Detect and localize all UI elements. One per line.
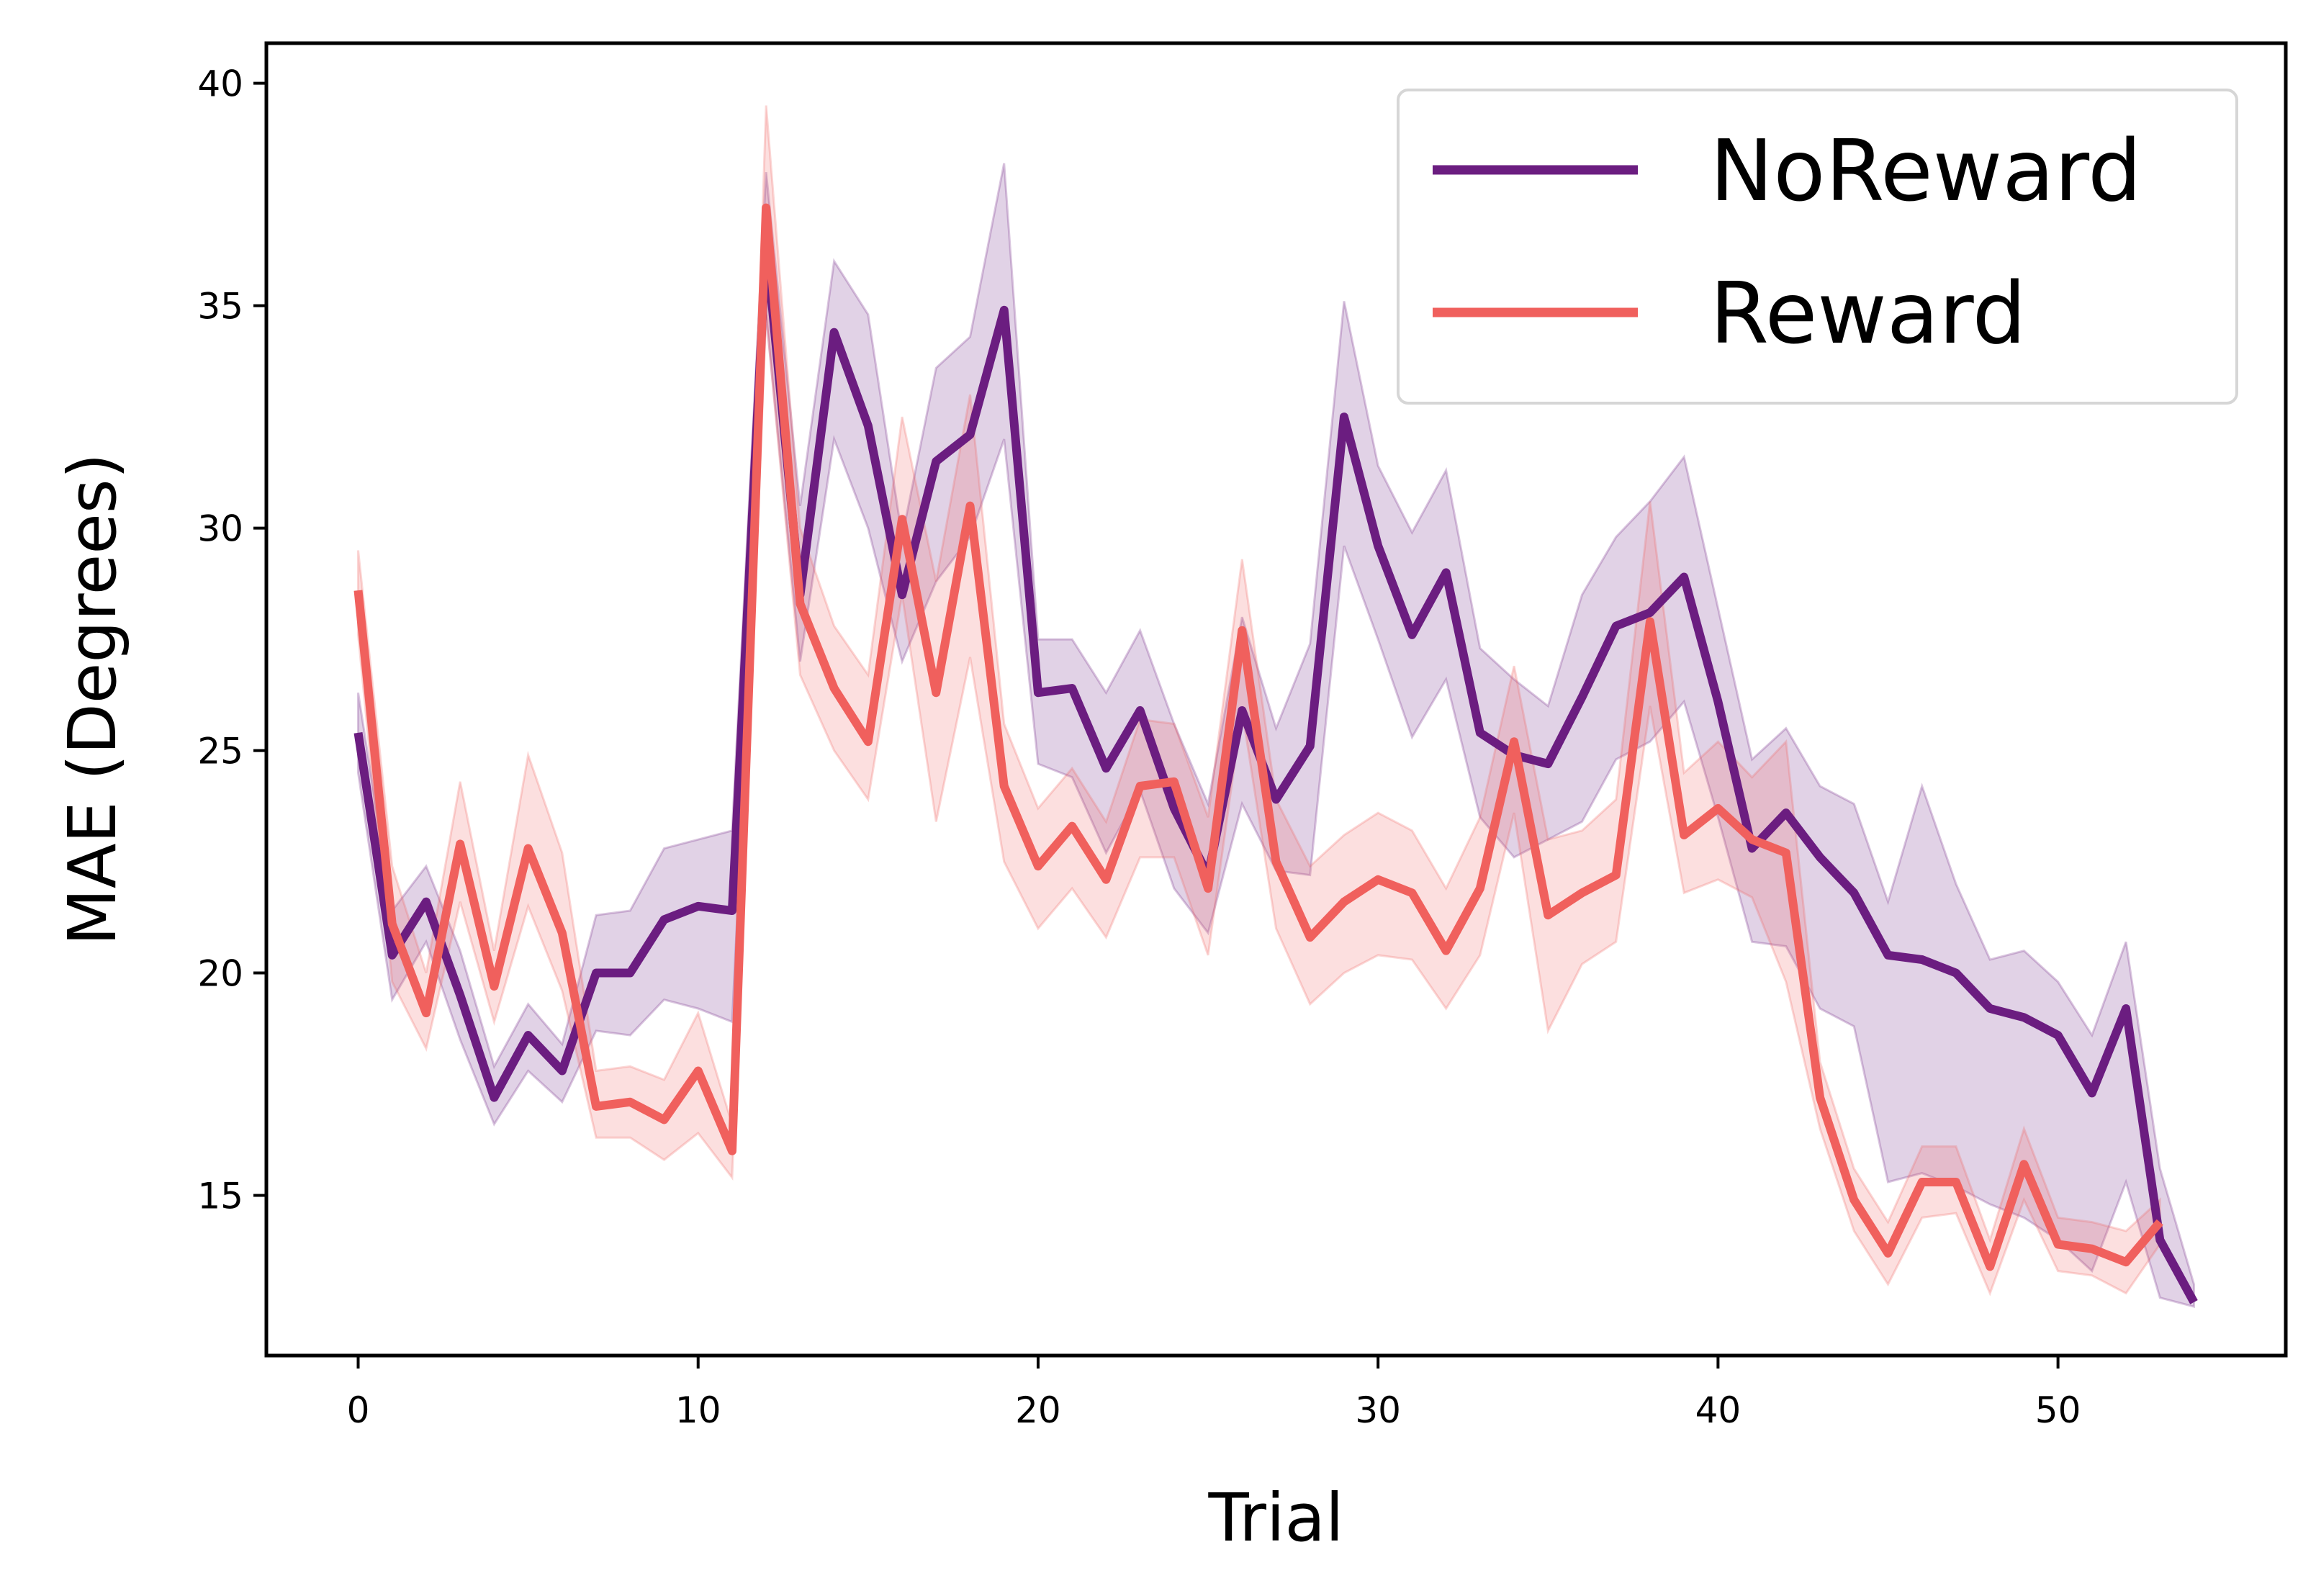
line-reward xyxy=(353,203,2163,1271)
x-tick-label: 10 xyxy=(675,1389,721,1431)
x-tick-label: 40 xyxy=(1695,1389,1741,1431)
legend-label-noreward: NoReward xyxy=(1710,121,2142,220)
x-tick-label: 30 xyxy=(1355,1389,1401,1431)
x-tick-label: 0 xyxy=(347,1389,370,1431)
y-tick-label: 25 xyxy=(197,731,243,772)
y-tick-label: 30 xyxy=(197,508,243,550)
line-noreward xyxy=(353,239,2198,1304)
x-tick-label: 20 xyxy=(1015,1389,1061,1431)
legend: NoReward Reward xyxy=(1397,89,2238,405)
plot-frame xyxy=(264,41,2288,1358)
series-lines xyxy=(353,203,2198,1304)
x-axis-label: Trial xyxy=(1208,1479,1344,1556)
y-tick-label: 40 xyxy=(197,63,243,105)
y-axis-label: MAE (Degrees) xyxy=(54,453,131,945)
y-tick-label: 15 xyxy=(197,1176,243,1217)
y-tick-label: 35 xyxy=(197,286,243,328)
legend-label-reward: Reward xyxy=(1710,263,2026,363)
x-tick-label: 50 xyxy=(2035,1389,2081,1431)
x-axis-ticks: 0 10 20 30 40 50 xyxy=(347,1356,2081,1431)
y-axis-ticks: 15 20 25 30 35 40 xyxy=(197,63,266,1217)
y-tick-label: 20 xyxy=(197,953,243,995)
